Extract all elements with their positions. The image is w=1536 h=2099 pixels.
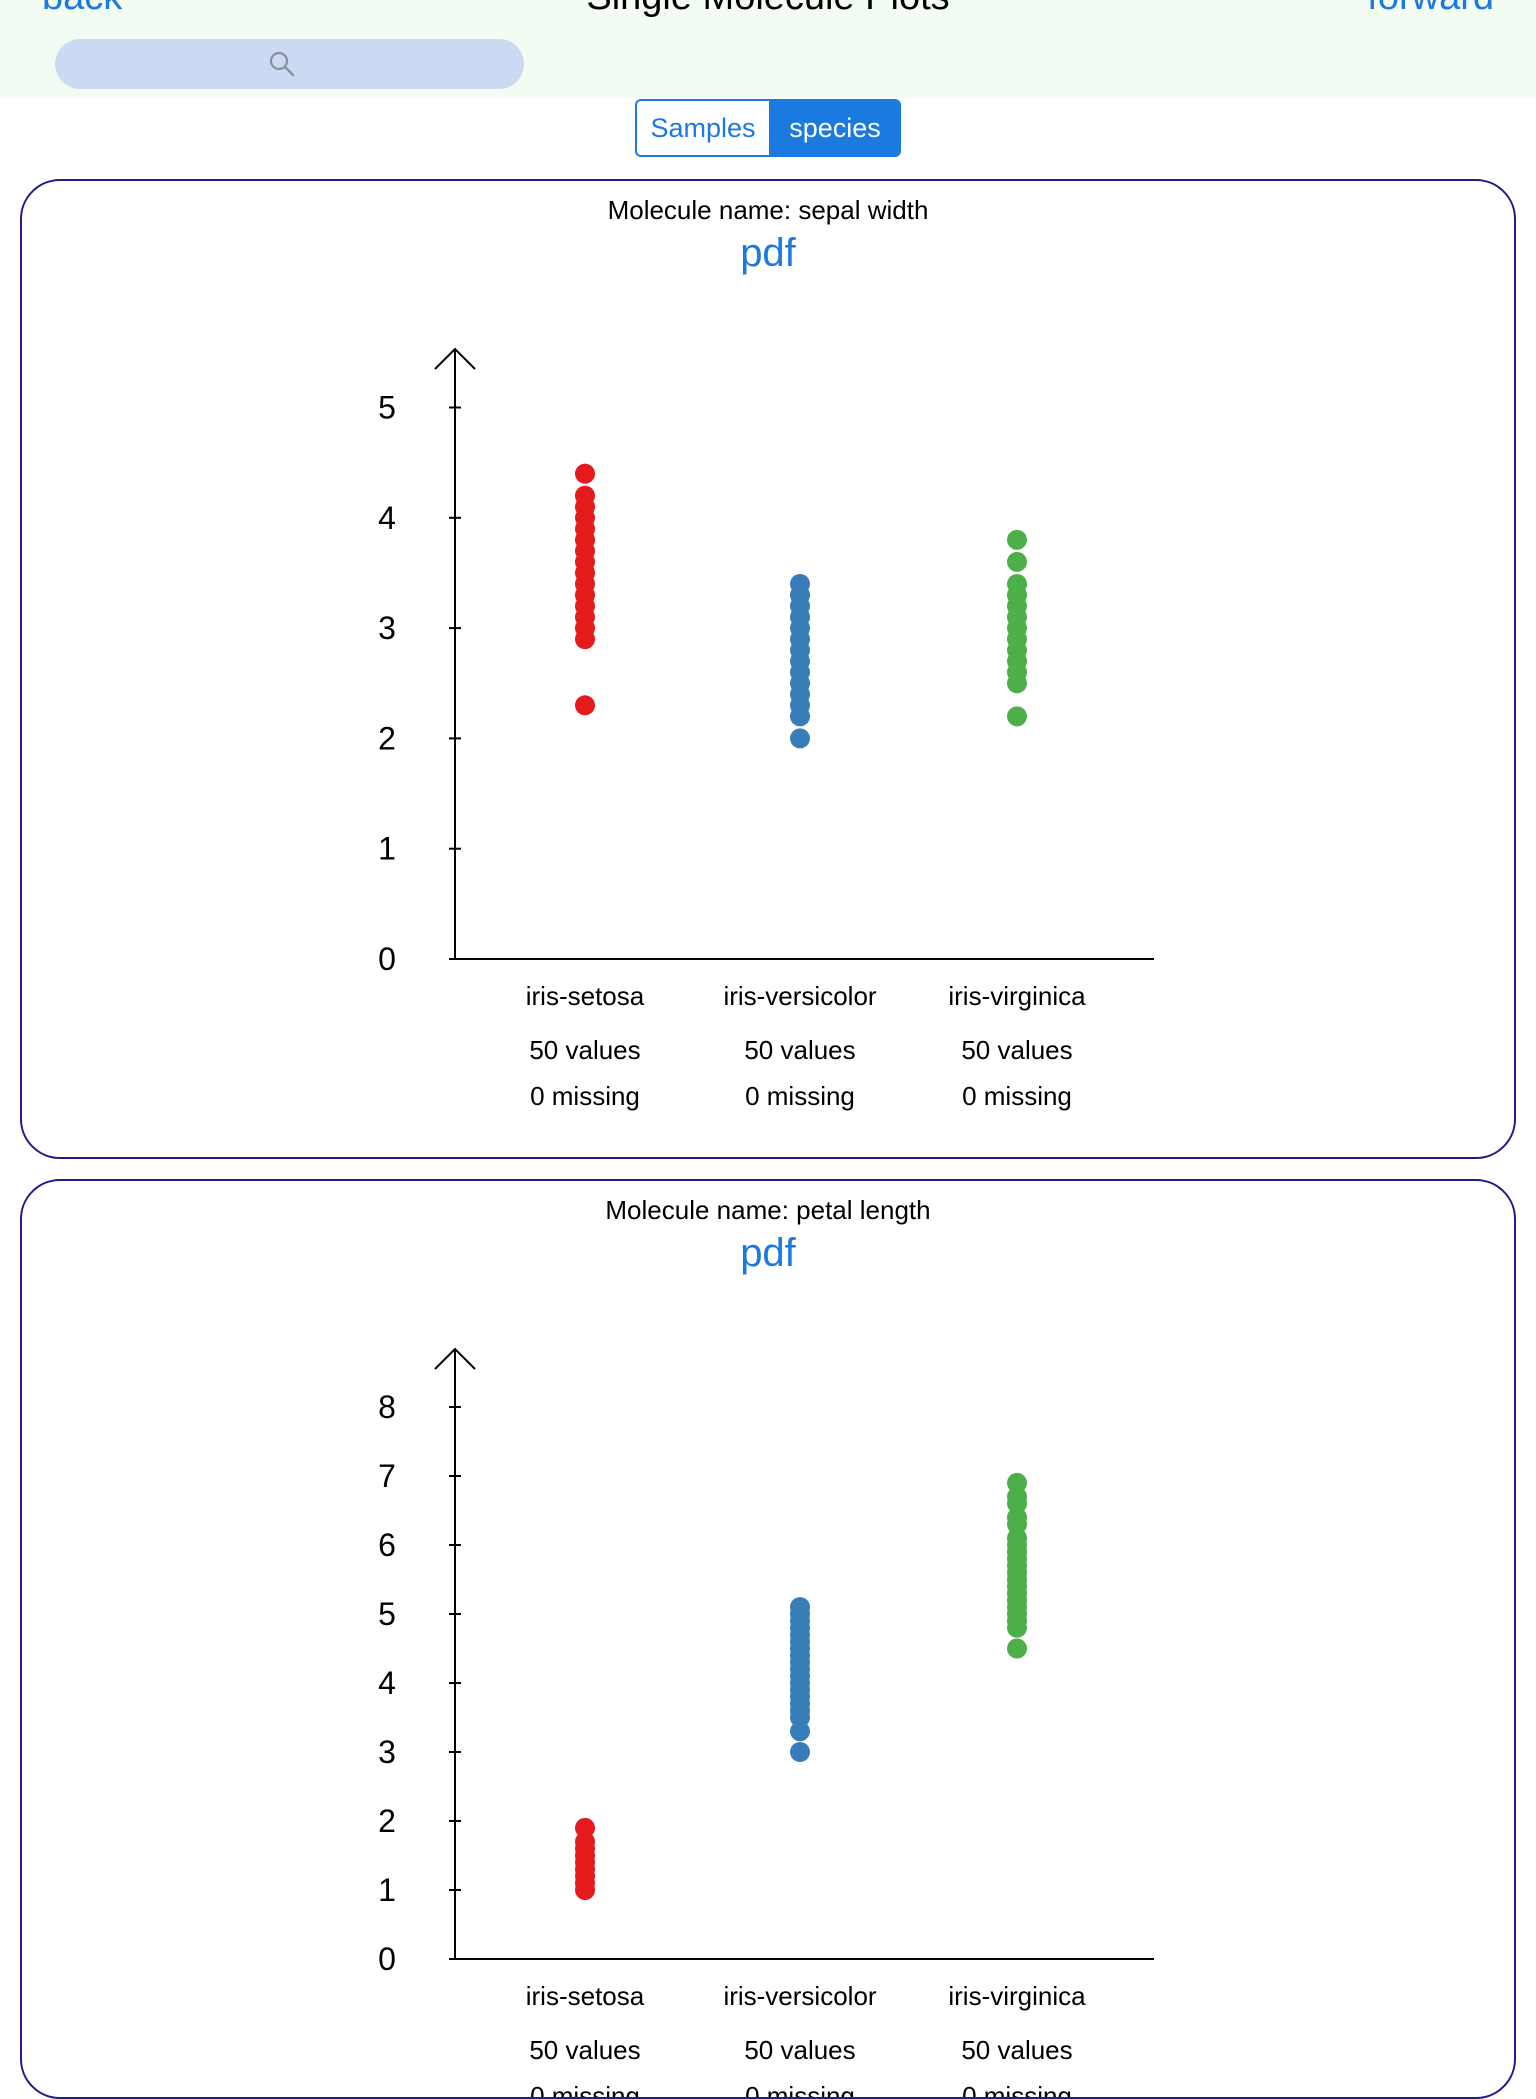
data-point (575, 1817, 595, 1838)
data-point (790, 1721, 810, 1742)
dot-plot: 0 1 2 3 4 5 6 7 8 iris-setosa 50 values 0 missing ir… (378, 1347, 1154, 2097)
pdf-button[interactable]: pdf (740, 231, 796, 275)
y-tick-label: 4 (378, 1665, 396, 1701)
data-point (575, 1880, 595, 1900)
y-tick-label: 0 (378, 941, 396, 977)
data-point (575, 695, 595, 716)
x-category-label: iris-versicolor (723, 1981, 876, 2011)
data-point (575, 463, 595, 484)
x-category-label: iris-versicolor (723, 981, 876, 1011)
y-tick-label: 3 (378, 610, 396, 646)
values-count: 50 values (961, 1035, 1072, 1065)
values-count: 50 values (744, 2035, 855, 2065)
search-input[interactable] (55, 39, 524, 89)
values-count: 50 values (529, 2035, 640, 2065)
missing-count: 0 missing (745, 1081, 855, 1111)
y-tick-label: 8 (378, 1389, 396, 1425)
data-point (790, 1707, 810, 1728)
y-tick-label: 2 (378, 720, 396, 756)
x-category-label: iris-setosa (526, 1981, 645, 2011)
y-tick-label: 5 (378, 390, 396, 426)
plot-card: Molecule name: petal length pdf 0 1 2 3 4 5 6 7… (20, 1179, 1516, 2099)
missing-count: 0 missing (530, 1081, 640, 1111)
data-point (1007, 551, 1027, 572)
card-title: Molecule name: sepal width (607, 195, 929, 225)
segment-samples[interactable]: Samples (637, 101, 771, 155)
missing-count: 0 missing (962, 2081, 1072, 2097)
page-title: Single Molecule Plots (0, 0, 1536, 16)
y-tick-label: 5 (378, 1596, 396, 1632)
y-tick-label: 1 (378, 831, 396, 867)
values-count: 50 values (529, 1035, 640, 1065)
y-axis-arrow (434, 1347, 476, 1370)
y-tick-label: 6 (378, 1527, 396, 1563)
top-bar: back Single Molecule Plots forward (0, 0, 1536, 98)
card-title: Molecule name: petal length (605, 1195, 931, 1225)
dot-plot: 0 1 2 3 4 5 iris-setosa 50 values 0 missing iris-… (378, 347, 1154, 1111)
x-category-label: iris-setosa (526, 981, 645, 1011)
segment-species[interactable]: species (771, 101, 899, 155)
y-tick-label: 0 (378, 1941, 396, 1977)
data-point (575, 629, 595, 650)
y-tick-label: 7 (378, 1458, 396, 1494)
data-point (790, 706, 810, 727)
data-point (790, 1742, 810, 1762)
back-button[interactable]: back (42, 0, 122, 16)
data-point (1007, 1472, 1027, 1493)
missing-count: 0 missing (530, 2081, 640, 2097)
plot-card: Molecule name: sepal width pdf 0 1 2 3 4 5 iri… (20, 179, 1516, 1159)
y-axis-arrow (434, 347, 476, 370)
data-point (1007, 673, 1027, 694)
y-tick-label: 2 (378, 1803, 396, 1839)
data-point (1007, 1638, 1027, 1659)
x-category-label: iris-virginica (948, 1981, 1086, 2011)
forward-button[interactable]: forward (1367, 0, 1494, 16)
data-point (1007, 529, 1027, 550)
data-point (1007, 1617, 1027, 1638)
y-tick-label: 4 (378, 500, 396, 536)
data-point (1007, 1514, 1027, 1535)
data-point (790, 728, 810, 749)
y-tick-label: 3 (378, 1734, 396, 1770)
missing-count: 0 missing (745, 2081, 855, 2097)
y-tick-label: 1 (378, 1872, 396, 1908)
pdf-button[interactable]: pdf (740, 1231, 796, 1275)
segmented-control: Samples species (635, 99, 901, 157)
x-category-label: iris-virginica (948, 981, 1086, 1011)
data-point (1007, 1493, 1027, 1514)
missing-count: 0 missing (962, 1081, 1072, 1111)
values-count: 50 values (961, 2035, 1072, 2065)
data-point (1007, 706, 1027, 727)
search-icon (269, 51, 295, 77)
values-count: 50 values (744, 1035, 855, 1065)
